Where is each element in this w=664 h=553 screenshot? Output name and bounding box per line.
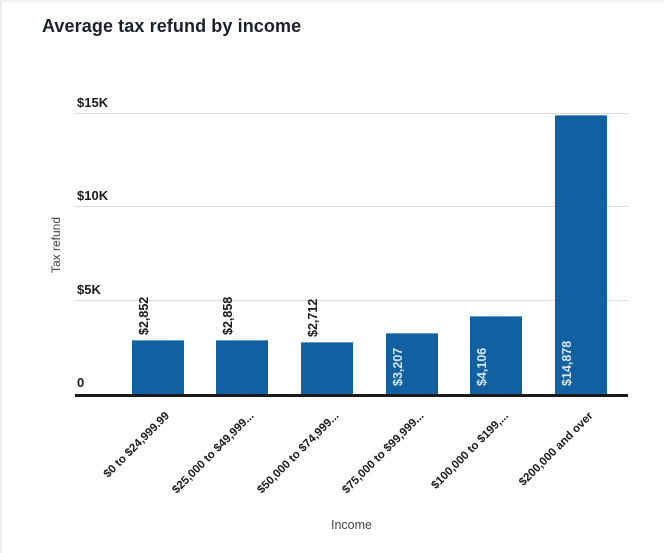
plot-area: $15K $10K $5K 0 $2,852 $2,858 $2,712 $3,207 $4,1… (75, 96, 628, 397)
bar (555, 115, 607, 394)
bar-value-label: $2,712 (305, 299, 320, 338)
x-tick-label: $0 to $24,999.99 (101, 410, 172, 481)
y-tick-label: $10K (77, 188, 109, 204)
x-tick-label: $50,000 to $74,999... (255, 410, 342, 497)
y-axis-title: Tax refund (49, 216, 63, 274)
bar-value-label: $14,878 (560, 340, 574, 386)
bar-value-label: $2,852 (136, 296, 151, 335)
x-tick-label: $75,000 to $99,999... (339, 410, 427, 497)
x-axis-title: Income (331, 518, 372, 532)
y-tick-label: 0 (77, 375, 85, 390)
bar-value-label: $3,207 (390, 347, 405, 386)
x-tick-label: $25,000 to $49,999... (170, 410, 257, 497)
gridline (75, 113, 628, 114)
x-tick-labels: $0 to $24,999.99 $25,000 to $49,999... $50… (75, 402, 628, 517)
gridline (75, 299, 628, 301)
x-tick-label: $200,000 and over (516, 410, 596, 489)
bar (385, 333, 438, 394)
bar-value-label: $4,106 (475, 347, 490, 386)
bar (470, 316, 523, 394)
gridline (75, 206, 628, 208)
x-axis-line (75, 394, 628, 397)
x-tick-label: $100,000 to $199,... (429, 410, 511, 492)
y-tick-label: $15K (77, 95, 109, 110)
bar (300, 342, 353, 394)
chart-title: Average tax refund by income (42, 16, 302, 36)
bar-value-label: $2,858 (221, 296, 236, 335)
bar (131, 339, 184, 394)
y-tick-label: $5K (77, 281, 101, 297)
bar (216, 339, 269, 394)
